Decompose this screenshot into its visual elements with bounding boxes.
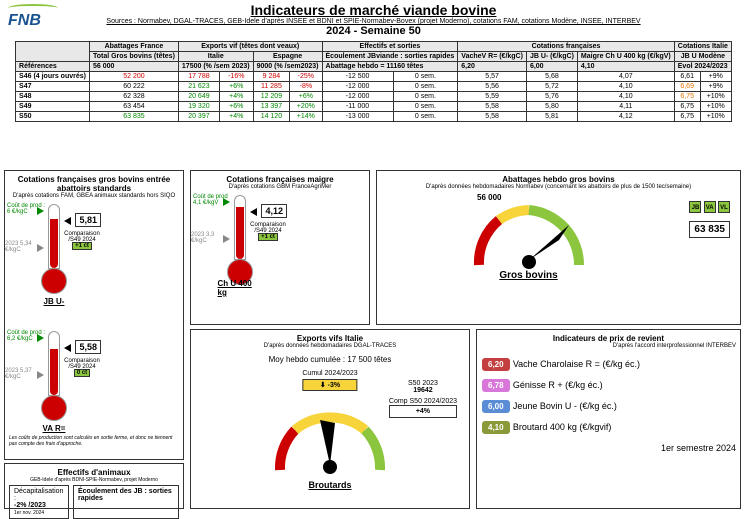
panel-abattages: Abattages hebdo gros bovins D'après donn… [376, 170, 741, 325]
panel-sub: GEB-Idele d'après BDNI-SPIE-Normabev, pr… [9, 477, 179, 483]
header: Indicateurs de marché viande bovine Sour… [0, 0, 747, 39]
panel-prix-revient: Indicateurs de prix de revient D'après l… [476, 329, 741, 509]
panel-title: Abattages hebdo gros bovins [381, 175, 736, 184]
panel-title: Cotations françaises gros bovins entrée … [9, 175, 179, 193]
panel-sub: D'après données hebdomadaires DGAL-TRACE… [195, 343, 465, 349]
gauge-name: Broutards [308, 480, 351, 490]
decap-box: Décapitalisation : -2% /2023 1er nov. 20… [9, 485, 69, 519]
abattage-value: 63 835 [689, 221, 730, 238]
panel-cotations-standards: Cotations françaises gros bovins entrée … [4, 170, 184, 460]
panel-effectifs: Effectifs d'animaux GEB-Idele d'après BD… [4, 463, 184, 509]
prix-row: 6,20 Vache Charolaise R = (€/kg éc.) [481, 357, 736, 372]
panel-title: Exports vifs Italie [195, 334, 465, 343]
thermometer: Coût de prod : 6 €/kgC2023 5,34 €/kgC5,8… [9, 199, 99, 304]
panel-title: Cotations françaises maigre [195, 175, 365, 184]
panel-sub: D'après l'accord interprofessionnel INTE… [481, 343, 736, 349]
prix-row: 6,00 Jeune Bovin U - (€/kg éc.) [481, 399, 736, 414]
gauge-abattages [459, 190, 599, 280]
gauge-broutards [260, 395, 400, 485]
page-title: Indicateurs de marché viande bovine [0, 2, 747, 18]
thermometer: Coût de prod 4,1 €/kgV2023 3,3 €/kgC4,12… [195, 190, 285, 295]
logo: FNB [8, 4, 58, 44]
week-label: 2024 - Semaine 50 [0, 25, 747, 37]
panel-exports-italie: Exports vifs Italie D'après données hebd… [190, 329, 470, 509]
panel-title: Indicateurs de prix de revient [481, 334, 736, 343]
data-table: Abattages FranceExports vif (têtes dont … [15, 41, 732, 122]
legend-jb: JB [689, 201, 701, 213]
period: 1er semestre 2024 [481, 443, 736, 453]
legend-vl: VL [718, 201, 730, 213]
note: Les coûts de production sont calculés en… [9, 435, 179, 447]
thermometer: Coût de prod : 6,2 €/kgC2023 5,37 €/kgC5… [9, 326, 99, 431]
cumul: Cumul 2024/2023 ⬇ -3% [302, 370, 357, 391]
legend: JB VA VL 63 835 [689, 201, 730, 238]
prix-row: 6,78 Génisse R + (€/kg éc.) [481, 378, 736, 393]
prix-row: 4,10 Broutard 400 kg (€/kgvif) [481, 420, 736, 435]
moy-label: Moy hebdo cumulée : 17 500 têtes [195, 355, 465, 364]
legend-va: VA [704, 201, 716, 213]
panel-cotations-maigre: Cotations françaises maigre D'après cota… [190, 170, 370, 325]
ecoul-box: Écoulement des JB : sorties rapides [73, 485, 179, 519]
panel-title: Effectifs d'animaux [9, 468, 179, 477]
sources-line: Sources : Normabev, DGAL-TRACES, GEB-Ide… [0, 18, 747, 25]
